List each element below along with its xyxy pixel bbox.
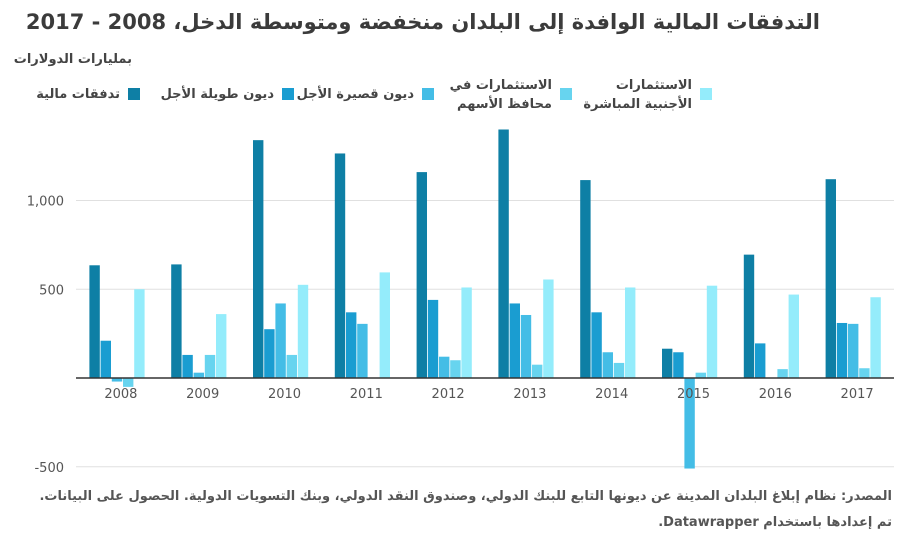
bar-2010-series-2	[275, 303, 286, 378]
legend-item-short-term-debt: ديون قصيرة الأجل	[297, 85, 434, 104]
legend-label-portfolio-equity-line2: محافظ الأسهم	[457, 97, 552, 112]
y-axis-unit-label: بمليارات الدولارات	[13, 52, 132, 67]
bar-2014-series-4	[625, 287, 636, 378]
bar-2015-series-2	[684, 378, 695, 469]
bar-2016-series-1	[755, 343, 766, 378]
y-tick-label: -500	[34, 461, 64, 476]
bar-2017-series-2	[848, 323, 859, 378]
bar-2012-series-2	[439, 356, 450, 378]
chart-title: التدفقات المالية الوافدة إلى البلدان منخ…	[25, 10, 820, 34]
bar-2014-series-0	[580, 180, 591, 378]
legend-item-financial-flows: تدفقات مالية	[36, 85, 140, 104]
bar-2009-series-3	[204, 354, 216, 378]
bar-2010-series-1	[264, 329, 275, 378]
bar-2013-series-4	[543, 279, 554, 378]
bar-2008-series-4	[134, 289, 145, 378]
legend-swatch-fdi	[700, 88, 712, 100]
bar-2014-series-1	[591, 312, 602, 378]
x-tick-label-2008: 2008	[104, 387, 137, 402]
bar-2009-series-0	[171, 264, 182, 378]
bar-2008-series-2	[111, 378, 123, 382]
bar-2009-series-4	[216, 314, 227, 378]
bar-2012-series-4	[461, 287, 472, 378]
bar-2012-series-3	[450, 360, 461, 378]
bar-2017-series-0	[825, 179, 836, 378]
bar-2008-series-3	[123, 378, 134, 387]
bar-2016-series-0	[743, 254, 755, 378]
bar-2017-series-1	[836, 322, 848, 378]
x-tick-label-2015: 2015	[677, 387, 710, 402]
legend-label-fdi-line1: الاستثمارات	[615, 78, 692, 93]
bar-2013-series-0	[498, 129, 509, 378]
x-tick-label-2012: 2012	[432, 387, 465, 402]
bar-2015-series-3	[695, 372, 706, 378]
bar-2009-series-1	[182, 354, 193, 378]
bar-2017-series-3	[859, 368, 870, 378]
bar-2010-series-3	[286, 354, 297, 378]
legend-label-financial-flows: تدفقات مالية	[36, 87, 120, 102]
bar-2012-series-0	[416, 172, 427, 378]
legend-item-long-term-debt: ديون طويلة الأجل	[161, 85, 294, 104]
legend-label-portfolio-equity-line1: الاستثمارات في	[449, 78, 552, 93]
legend-item-portfolio-equity: الاستثمارات في محافظ الأسهم	[450, 76, 572, 114]
bar-2015-series-4	[706, 285, 718, 378]
bar-2012-series-1	[427, 299, 439, 378]
bar-2009-series-2	[193, 372, 204, 378]
legend-label-fdi-line2: الأجنبية المباشرة	[583, 97, 692, 112]
bar-2011-series-0	[334, 153, 346, 378]
bar-2013-series-1	[509, 303, 520, 378]
x-tick-label-2011: 2011	[350, 387, 383, 402]
legend-swatch-short-term-debt	[422, 88, 434, 100]
bar-2010-series-0	[253, 140, 264, 378]
y-tick-label: 500	[39, 283, 64, 298]
source-note: المصدر: نظام إبلاغ البلدان المدينة عن دي…	[39, 489, 892, 530]
legend-label-short-term-debt: ديون قصيرة الأجل	[296, 87, 414, 102]
bar-2016-series-3	[777, 369, 788, 378]
bar-2011-series-1	[346, 312, 357, 378]
x-tick-label-2016: 2016	[759, 387, 792, 402]
bar-2008-series-1	[100, 340, 111, 378]
legend-swatch-portfolio-equity	[560, 88, 572, 100]
legend-swatch-financial-flows	[128, 88, 140, 100]
x-tick-label-2013: 2013	[513, 387, 546, 402]
bar-2011-series-4	[379, 272, 390, 378]
bar-2017-series-4	[870, 297, 881, 378]
bar-2016-series-4	[788, 294, 799, 378]
legend-label-portfolio-equity: الاستثمارات في محافظ الأسهم	[450, 76, 552, 114]
bar-2013-series-2	[520, 314, 532, 378]
x-tick-label-2009: 2009	[186, 387, 219, 402]
x-tick-label-2010: 2010	[268, 387, 301, 402]
bar-2010-series-4	[297, 284, 309, 378]
bar-2013-series-3	[532, 364, 543, 378]
legend-item-fdi: الاستثمارات الأجنبية المباشرة	[583, 76, 712, 114]
x-tick-label-2017: 2017	[841, 387, 874, 402]
x-tick-label-2014: 2014	[595, 387, 628, 402]
bar-2015-series-0	[662, 348, 673, 378]
y-tick-label: 1,000	[27, 195, 64, 210]
legend-swatch-long-term-debt	[282, 88, 294, 100]
legend-label-fdi: الاستثمارات الأجنبية المباشرة	[583, 76, 692, 114]
bar-2014-series-3	[613, 362, 625, 378]
bar-2014-series-2	[602, 352, 613, 378]
bar-2008-series-0	[89, 265, 100, 378]
bar-2015-series-1	[673, 352, 684, 378]
legend-label-long-term-debt: ديون طويلة الأجل	[160, 87, 274, 102]
bar-2011-series-2	[357, 323, 368, 378]
